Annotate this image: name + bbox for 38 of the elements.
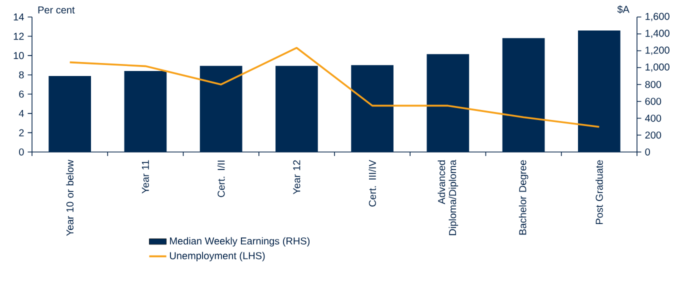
x-tick-label: Year 11: [142, 160, 149, 194]
y-tick-label: 6: [19, 90, 24, 98]
y2-tick-label: 1,000: [646, 63, 670, 72]
line-series: [68, 46, 600, 128]
y2-tick-label: 1,400: [646, 30, 670, 38]
bar: [502, 38, 545, 152]
y-tick-label: 12: [14, 32, 24, 40]
y2-tick-label: 0: [645, 148, 650, 156]
y-tick-label: 4: [18, 110, 24, 117]
bar: [276, 66, 318, 152]
y2-tick-label: 1,600: [646, 12, 670, 22]
x-tick-label: Advanced Diploma/Diploma: [438, 160, 458, 236]
y-tick-label: 14: [14, 14, 24, 20]
y-tick-label: 2: [19, 129, 24, 136]
y-tick-label: 0: [19, 148, 24, 156]
legend-label: Median Weekly Earnings (RHS): [170, 237, 310, 247]
x-tick-label: Post Graduate: [596, 160, 603, 224]
bar: [48, 76, 91, 152]
bar: [124, 70, 167, 152]
x-tick-label: Cert. I/II: [217, 160, 225, 198]
x-tick-label: Year 12: [293, 160, 300, 194]
y2-tick-label: 800: [645, 80, 662, 88]
y2-axis-title: $A: [617, 5, 630, 14]
y-tick-label: 10: [14, 52, 24, 60]
y-tick-label: 8: [19, 71, 24, 78]
y2-tick-label: 400: [645, 114, 662, 122]
bar: [200, 66, 242, 152]
legend-label: Unemployment (LHS): [170, 252, 265, 262]
y-axis-title: Per cent: [38, 6, 75, 14]
y2-tick-label: 200: [645, 132, 662, 139]
x-tick-label: Bachelor Degree: [518, 160, 528, 235]
x-tick-label: Year 10 or below: [66, 160, 74, 236]
y2-tick-label: 600: [645, 98, 662, 105]
bar: [578, 30, 620, 152]
bar: [426, 54, 470, 152]
x-tick-label: Cert. III/IV: [368, 160, 376, 207]
y2-tick-label: 1,200: [646, 46, 670, 55]
bar: [351, 65, 394, 152]
